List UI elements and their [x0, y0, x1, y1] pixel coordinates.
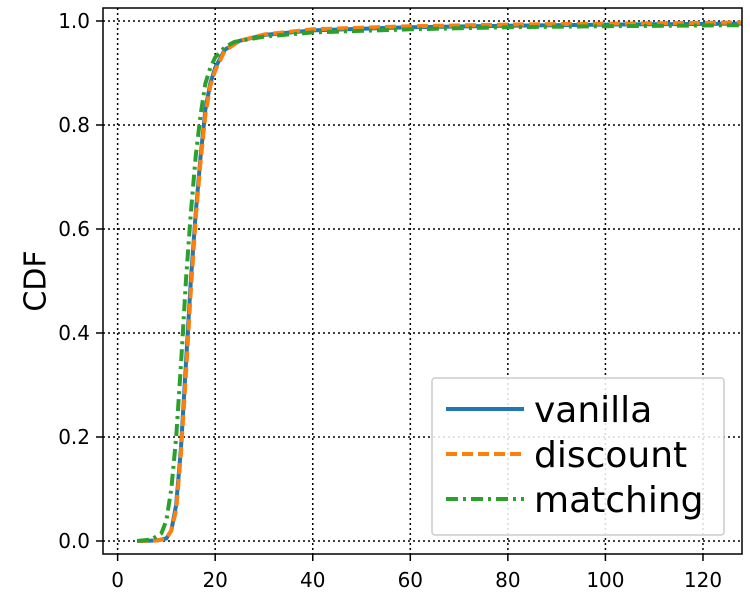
- x-tick-label: 80: [495, 568, 520, 592]
- legend-label-discount: discount: [534, 435, 687, 476]
- legend-label-matching: matching: [534, 480, 704, 521]
- plot-frame: [102, 7, 743, 555]
- y-tick-label: 0.2: [58, 425, 90, 449]
- y-axis-label: CDF: [19, 250, 54, 311]
- x-tick-label: 120: [684, 568, 722, 592]
- y-tick-label: 0.6: [58, 217, 90, 241]
- x-tick-label: 0: [111, 568, 124, 592]
- x-tick-label: 40: [300, 568, 325, 592]
- y-tick-label: 1.0: [58, 9, 90, 33]
- series-line-discount: [137, 20, 742, 543]
- axis-ticks: 0 20 40 60 80 100 120 0.0 0.2 0.4 0.6 0.8 1.0: [58, 9, 722, 592]
- y-tick-label: 0.8: [58, 113, 90, 137]
- legend-box: [431, 377, 725, 536]
- x-tick-label: 20: [202, 568, 227, 592]
- x-tick-label: 60: [398, 568, 423, 592]
- series-lines: [136, 20, 742, 543]
- y-tick-label: 0.4: [58, 321, 90, 345]
- x-tick-label: 100: [586, 568, 624, 592]
- series-line-matching: [136, 23, 742, 543]
- y-tick-label: 0.0: [58, 529, 90, 553]
- legend-label-vanilla: vanilla: [534, 390, 652, 431]
